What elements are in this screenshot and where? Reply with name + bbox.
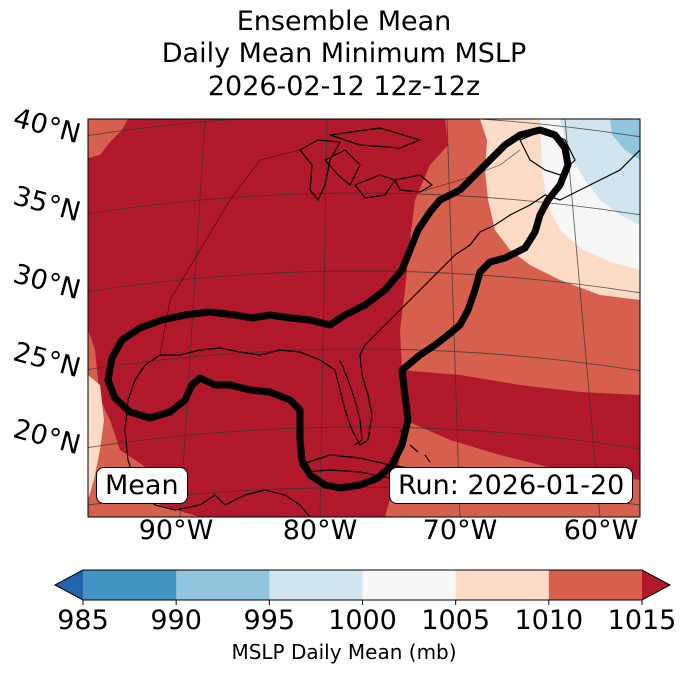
colorbar-segment xyxy=(548,570,643,600)
colorbar-tick-label: 990 xyxy=(150,605,202,636)
colorbar-segment xyxy=(455,570,550,600)
colorbar-tick-label: 1000 xyxy=(328,605,397,636)
colorbar-tick-label: 1010 xyxy=(514,605,584,636)
pressure-field-1005-sw xyxy=(88,375,104,500)
title-line-2: Daily Mean Minimum MSLP xyxy=(161,38,527,69)
colorbar-tick-label: 985 xyxy=(57,605,109,636)
pressure-field-1015-south xyxy=(400,370,640,480)
colorbar-tick-label: 995 xyxy=(243,605,296,636)
pressure-field-995 xyxy=(560,119,640,225)
pressure-field-1010-nw xyxy=(88,119,128,158)
colorbar-segment xyxy=(269,570,363,600)
colorbar-under-arrow xyxy=(55,570,83,600)
map-area xyxy=(88,119,640,517)
low-pressure-contour xyxy=(104,126,572,492)
pressure-field-990 xyxy=(610,119,640,160)
colorbar-segment xyxy=(362,570,457,600)
colorbar-label: MSLP Daily Mean (mb) xyxy=(231,640,457,664)
run-label-box: Run: 2026-01-20 xyxy=(389,467,634,504)
lon-label-70: 70°W xyxy=(422,515,498,546)
colorbar-tick-label: 1005 xyxy=(421,605,491,636)
title-line-3: 2026-02-12 12z-12z xyxy=(207,71,481,102)
colorbar-segment xyxy=(176,570,270,600)
lon-label-60: 60°W xyxy=(563,515,639,546)
mean-label-box: Mean xyxy=(96,467,188,504)
colorbar-segment xyxy=(83,570,177,600)
colorbar-tick-label: 1015 xyxy=(607,605,677,636)
colorbar-over-arrow xyxy=(642,570,670,600)
lon-label-80: 80°W xyxy=(282,515,358,546)
title-line-1: Ensemble Mean xyxy=(236,6,452,37)
map-frame xyxy=(87,118,641,518)
colorbar xyxy=(53,569,672,605)
lon-label-90: 90°W xyxy=(138,515,214,546)
